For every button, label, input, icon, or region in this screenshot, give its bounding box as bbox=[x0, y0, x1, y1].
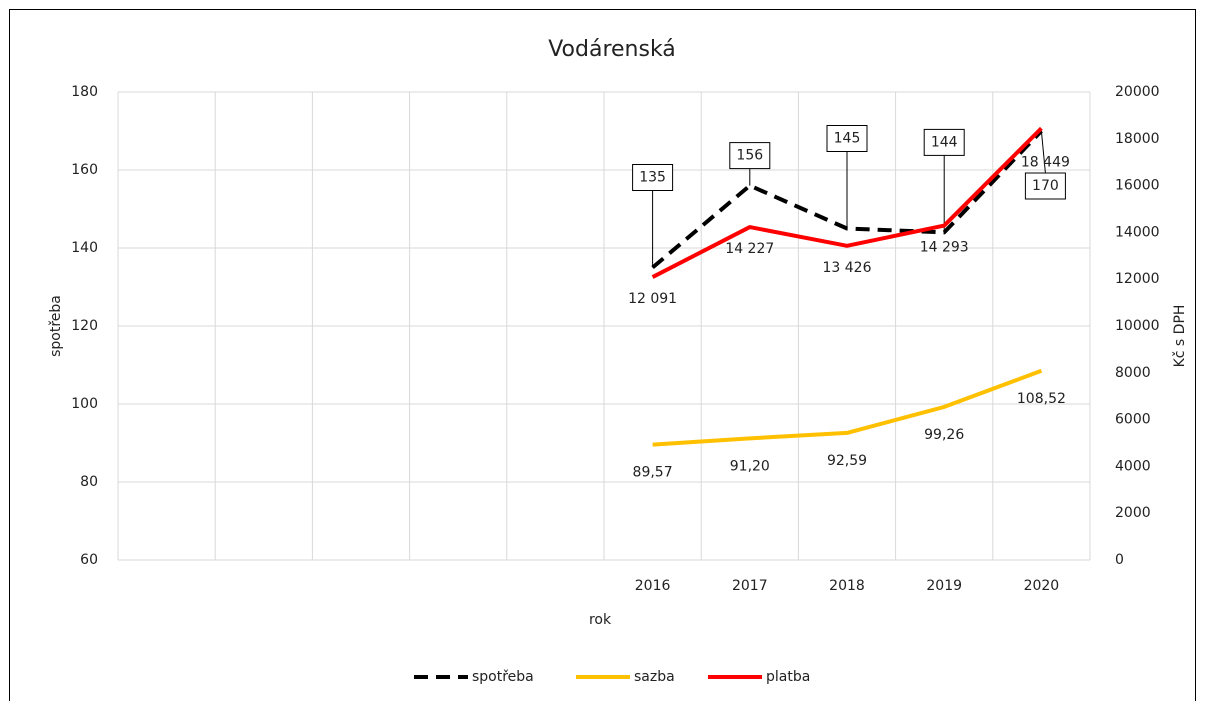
data-label: 170 bbox=[1032, 178, 1059, 194]
data-label: 91,20 bbox=[730, 458, 770, 474]
y2-tick-label: 0 bbox=[1115, 552, 1124, 568]
y2-tick-label: 2000 bbox=[1115, 505, 1151, 521]
y2-tick-label: 6000 bbox=[1115, 412, 1151, 428]
data-label: 108,52 bbox=[1017, 391, 1066, 407]
y2-axis-title: Kč s DPH bbox=[1172, 305, 1188, 368]
chart-frame bbox=[9, 9, 1196, 705]
y-tick-label: 60 bbox=[80, 552, 98, 568]
y-tick-label: 180 bbox=[71, 84, 98, 100]
y-tick-label: 140 bbox=[71, 240, 98, 256]
series-line bbox=[651, 126, 1043, 279]
y2-tick-label: 4000 bbox=[1115, 458, 1151, 474]
y-tick-label: 120 bbox=[71, 318, 98, 334]
x-tick-label: 2020 bbox=[1024, 578, 1060, 594]
data-label: 144 bbox=[931, 134, 958, 150]
y2-tick-label: 14000 bbox=[1115, 224, 1160, 240]
x-tick-label: 2017 bbox=[732, 578, 768, 594]
x-tick-label: 2018 bbox=[829, 578, 865, 594]
data-label: 12 091 bbox=[628, 291, 677, 307]
y2-tick-label: 8000 bbox=[1115, 365, 1151, 381]
data-label: 18 449 bbox=[1021, 154, 1070, 170]
data-label: 156 bbox=[736, 148, 763, 164]
data-label: 145 bbox=[834, 131, 861, 147]
x-tick-label: 2019 bbox=[926, 578, 962, 594]
data-label: 135 bbox=[639, 170, 666, 186]
y-tick-label: 160 bbox=[71, 162, 98, 178]
legend-label: spotřeba bbox=[472, 669, 534, 685]
data-label: 99,26 bbox=[924, 427, 964, 443]
callout-box bbox=[729, 142, 771, 170]
data-label: 13 426 bbox=[823, 260, 872, 276]
data-label: 89,57 bbox=[633, 465, 673, 481]
data-label: 14 293 bbox=[920, 240, 969, 256]
callout-pointer bbox=[1040, 130, 1046, 174]
data-label: 92,59 bbox=[827, 453, 867, 469]
y-tick-label: 100 bbox=[71, 396, 98, 412]
x-tick-label: 2016 bbox=[635, 578, 671, 594]
y-tick-label: 80 bbox=[80, 474, 98, 490]
data-label: 14 227 bbox=[725, 241, 774, 257]
legend-label: sazba bbox=[634, 669, 675, 685]
callout-box bbox=[923, 128, 965, 156]
callout-box bbox=[1024, 172, 1066, 200]
y-axis-title: spotřeba bbox=[48, 295, 64, 357]
y2-tick-label: 10000 bbox=[1115, 318, 1160, 334]
callout-box bbox=[632, 164, 674, 191]
callout-box bbox=[826, 125, 868, 152]
legend-label: platba bbox=[766, 669, 810, 685]
y2-tick-label: 12000 bbox=[1115, 271, 1160, 287]
y2-tick-label: 16000 bbox=[1115, 178, 1160, 194]
y2-tick-label: 20000 bbox=[1115, 84, 1160, 100]
y2-tick-label: 18000 bbox=[1115, 131, 1160, 147]
x-axis-title: rok bbox=[589, 612, 612, 628]
chart-title: Vodárenská bbox=[548, 37, 676, 62]
series-line bbox=[652, 368, 1043, 447]
